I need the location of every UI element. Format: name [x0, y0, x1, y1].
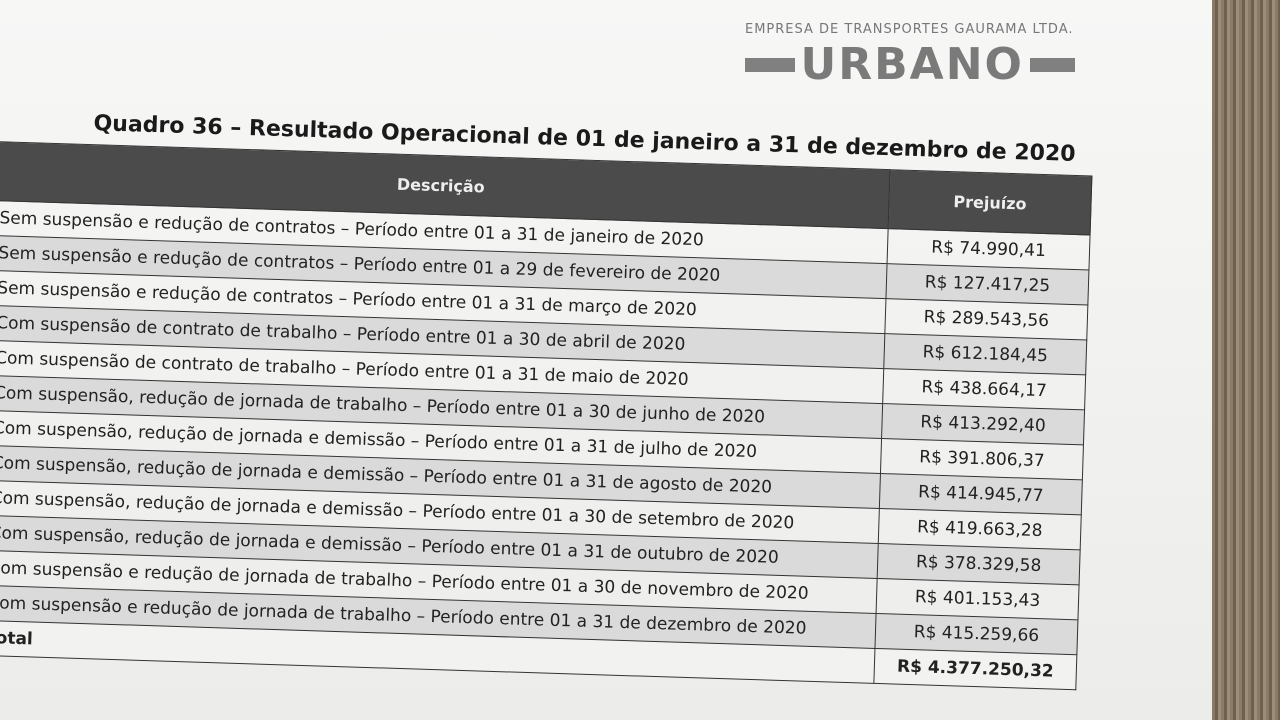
logo: URBANO	[745, 43, 1075, 87]
results-table: Descrição Prejuízo Sem suspensão e reduç…	[0, 141, 1092, 690]
brand: EMPRESA DE TRANSPORTES GAURAMA LTDA. URB…	[745, 22, 1075, 87]
total-value: R$ 4.377.250,32	[873, 648, 1077, 690]
document: Quadro 36 – Resultado Operacional de 01 …	[0, 108, 1108, 691]
wood-background	[1212, 0, 1280, 720]
table-body: Sem suspensão e redução de contratos – P…	[0, 200, 1091, 690]
logo-bar	[745, 58, 795, 72]
column-header: Prejuízo	[888, 169, 1092, 235]
logo-text: URBANO	[800, 39, 1024, 90]
company-name: EMPRESA DE TRANSPORTES GAURAMA LTDA.	[745, 22, 1074, 37]
logo-bar	[1029, 58, 1075, 72]
